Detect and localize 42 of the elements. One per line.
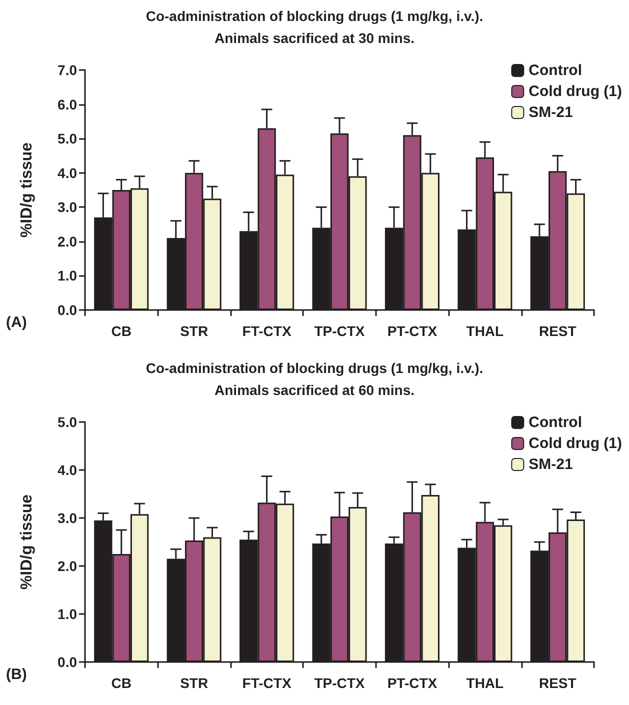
- y-tick-label: 6.0: [58, 96, 78, 112]
- chart-title: Co-administration of blocking drugs (1 mg/kg, i.v.).: [146, 8, 484, 24]
- legend-label: SM-21: [528, 456, 573, 473]
- x-tick-label: REST: [538, 323, 577, 339]
- y-tick-label: 2.0: [58, 233, 78, 250]
- y-tick-label: 5.0: [58, 130, 78, 147]
- y-tick-label: 5.0: [58, 414, 78, 430]
- x-tick-label: CB: [111, 675, 132, 691]
- y-tick-label: 4.0: [58, 164, 78, 181]
- y-tick-label: 0.0: [58, 302, 78, 318]
- y-tick-label: 1.0: [58, 268, 78, 284]
- x-tick-label: STR: [180, 323, 208, 339]
- y-tick-label: 3.0: [58, 510, 78, 526]
- legend-label: Control: [528, 62, 582, 79]
- legend-label: Control: [528, 414, 582, 431]
- x-tick-label: TP-CTX: [314, 675, 366, 691]
- x-tick-label: CB: [111, 323, 132, 339]
- y-tick-label: 1.0: [58, 606, 78, 622]
- x-tick-label: TP-CTX: [314, 323, 366, 339]
- legend-label: Cold drug (1): [528, 435, 622, 452]
- text: (B): [6, 666, 27, 683]
- chart-subtitle: Animals sacrificed at 60 mins.: [214, 382, 414, 398]
- x-tick-label: STR: [180, 675, 208, 691]
- legend-label: SM-21: [528, 104, 573, 121]
- y-axis-title: %ID/g tissue: [18, 494, 36, 590]
- y-tick-label: 0.0: [58, 654, 78, 670]
- y-tick-label: 3.0: [58, 199, 78, 216]
- chart-title: Co-administration of blocking drugs (1 mg/kg, i.v.).: [146, 360, 484, 376]
- x-tick-label: PT-CTX: [387, 675, 438, 691]
- y-tick-label: 4.0: [58, 462, 78, 478]
- y-axis-title: %ID/g tissue: [18, 142, 36, 238]
- legend-label: Cold drug (1): [528, 83, 622, 100]
- x-tick-label: FT-CTX: [242, 675, 292, 691]
- y-tick-label: 7.0: [58, 62, 78, 78]
- text: (A): [6, 314, 27, 331]
- x-tick-label: THAL: [466, 675, 504, 691]
- x-tick-label: FT-CTX: [242, 323, 292, 339]
- y-tick-label: 2.0: [58, 558, 78, 574]
- x-tick-label: THAL: [466, 323, 504, 339]
- x-tick-label: REST: [538, 675, 577, 691]
- chart-subtitle: Animals sacrificed at 30 mins.: [214, 30, 414, 46]
- x-tick-label: PT-CTX: [387, 323, 438, 339]
